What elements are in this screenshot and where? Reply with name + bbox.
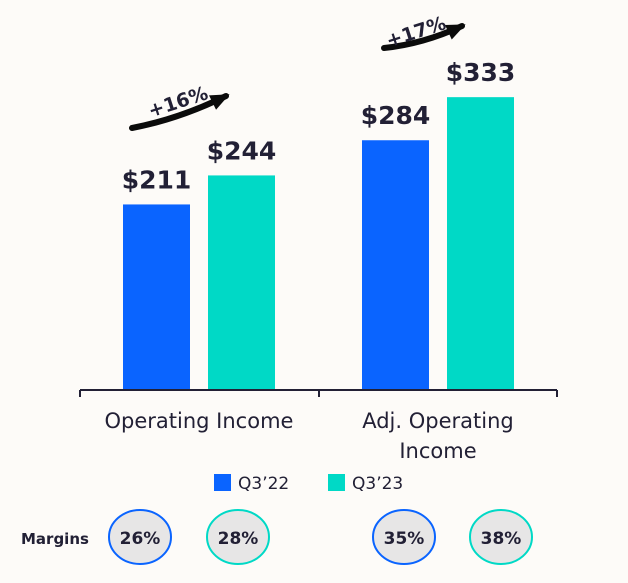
growth-label-2: +17% — [384, 12, 449, 52]
data-label: $244 — [207, 136, 277, 165]
margin-badge-value: 28% — [218, 529, 259, 549]
margin-badge-1: 26% — [108, 509, 172, 565]
legend-label: Q3’23 — [352, 474, 403, 494]
margin-badge-circle — [372, 509, 436, 565]
bar-1-series-2 — [208, 175, 275, 390]
category-label: Operating Income — [105, 409, 294, 433]
margin-badge-circle — [108, 509, 172, 565]
margin-badge-circle — [206, 509, 270, 565]
bar-2-series-2 — [447, 97, 514, 390]
margin-badge-2: 28% — [206, 509, 270, 565]
margin-badge-value: 26% — [120, 529, 161, 549]
bar-1-series-1 — [123, 204, 190, 390]
margin-badge-4: 38% — [469, 509, 533, 565]
margin-badge-value: 35% — [384, 529, 425, 549]
margins-label: Margins — [21, 530, 89, 548]
legend-item-2: Q3’23 — [328, 474, 403, 494]
data-label: $333 — [446, 58, 516, 87]
category-label: Income — [399, 439, 476, 463]
margin-badge-value: 38% — [481, 529, 522, 549]
legend-label: Q3’22 — [238, 474, 289, 494]
legend-swatch — [214, 474, 231, 491]
margin-badge-circle — [469, 509, 533, 565]
bar-2-series-1 — [362, 140, 429, 390]
category-label: Adj. Operating — [362, 409, 514, 433]
legend-swatch — [328, 474, 345, 491]
margin-badge-3: 35% — [372, 509, 436, 565]
growth-arrowhead-2 — [445, 24, 466, 40]
growth-arrowhead-1 — [209, 94, 230, 110]
data-label: $284 — [361, 101, 431, 130]
legend-item-1: Q3’22 — [214, 474, 289, 494]
data-label: $211 — [122, 165, 192, 194]
